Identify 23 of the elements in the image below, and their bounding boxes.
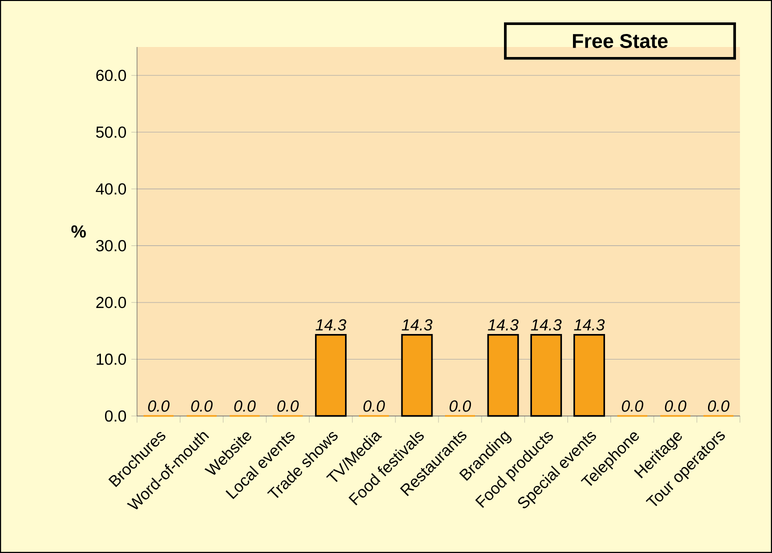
data-label: 0.0 <box>450 400 472 412</box>
data-label: 14.3 <box>531 319 562 331</box>
data-label: 0.0 <box>708 400 730 412</box>
data-label: 0.0 <box>234 400 256 412</box>
data-label: 14.3 <box>574 319 605 331</box>
data-label: 0.0 <box>363 400 385 412</box>
y-tick-label: 20.0 <box>96 296 126 308</box>
chart-title: Free State <box>572 34 668 48</box>
y-tick-label: 30.0 <box>96 240 126 252</box>
data-label: 0.0 <box>622 400 644 412</box>
y-tick-label: 40.0 <box>96 183 126 195</box>
y-tick-label: 0.0 <box>105 410 126 422</box>
data-label: 0.0 <box>148 400 170 412</box>
y-axis-title: % <box>71 225 86 238</box>
data-label: 14.3 <box>488 319 519 331</box>
y-tick-label: 60.0 <box>96 70 126 82</box>
data-label: 0.0 <box>277 400 299 412</box>
data-label: 0.0 <box>191 400 213 412</box>
data-label: 0.0 <box>664 400 686 412</box>
data-label: 14.3 <box>402 319 432 331</box>
y-tick-label: 50.0 <box>96 126 126 138</box>
data-label: 14.3 <box>316 319 346 331</box>
y-tick-label: 10.0 <box>96 354 126 365</box>
